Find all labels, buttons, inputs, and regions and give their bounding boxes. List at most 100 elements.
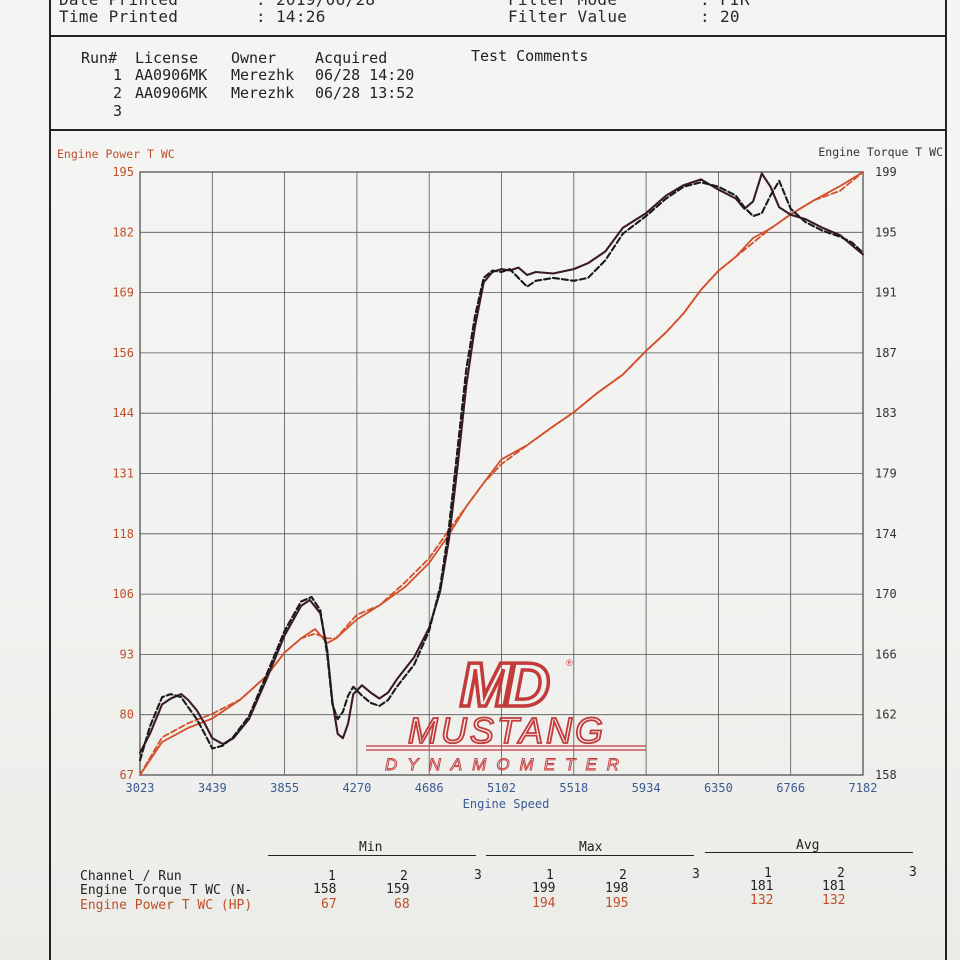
logo-word-dynamometer: DYNAMOMETER: [385, 755, 629, 774]
left-tick-label: 195: [112, 165, 134, 179]
x-tick-label: 5934: [632, 781, 661, 795]
left-axis-label: Engine Power T WC: [57, 147, 175, 161]
right-tick-label: 187: [875, 346, 897, 360]
run-1-acquired: 06/28 14:20: [315, 66, 415, 84]
col-test-comments: Test Comments: [471, 47, 589, 65]
power-run-2-line: [139, 171, 864, 776]
run-1-license: AA0906MK: [135, 66, 208, 84]
x-tick-label: 3023: [126, 781, 155, 795]
power-max-2: 195: [605, 896, 629, 911]
stats-max-run-2: 2: [619, 868, 627, 883]
left-tick-label: 144: [112, 406, 134, 420]
run-2-number: 2: [113, 84, 123, 102]
filter-value-colon: :: [700, 7, 710, 26]
chart-ticks: 3023 3439 3855 4270 4686 5102 5518 5934 6350 6766…: [112, 165, 896, 795]
right-tick-label: 199: [875, 165, 897, 179]
run-3-number: 3: [113, 102, 123, 120]
x-tick-label: 7182: [849, 781, 878, 795]
col-acquired: Acquired: [315, 49, 388, 67]
torque-run-2-line: [138, 179, 865, 762]
chart-series: [138, 171, 865, 776]
run-1-owner: Merezhk: [231, 66, 295, 84]
filter-mode-value: FIR: [720, 0, 750, 9]
right-tick-label: 162: [875, 708, 897, 722]
runs-frame: [49, 36, 947, 130]
stats-avg-run-1: 1: [764, 866, 772, 881]
col-run: Run#: [81, 49, 118, 67]
run-2-license: AA0906MK: [135, 84, 208, 102]
run-2-owner: Merezhk: [231, 84, 295, 102]
torque-max-2: 198: [605, 881, 629, 896]
col-license: License: [135, 49, 199, 67]
power-min-2: 68: [394, 897, 410, 912]
power-avg-2: 132: [822, 893, 846, 908]
right-tick-label: 191: [875, 286, 897, 300]
logo-word-mustang: MUSTANG: [408, 710, 606, 751]
mustang-dynamometer-logo: MD ® MUSTANG DYNAMOMETER: [366, 649, 646, 774]
stats-rule-max: [486, 855, 694, 856]
stats-rule-avg: [705, 852, 913, 853]
filter-mode-colon: :: [700, 0, 710, 9]
left-tick-label: 93: [120, 647, 134, 661]
right-tick-label: 174: [875, 527, 897, 541]
x-tick-label: 4270: [342, 781, 371, 795]
torque-row-label: Engine Torque T WC (N-: [80, 883, 253, 898]
x-axis-label: Engine Speed: [463, 797, 550, 811]
stats-max-run-1: 1: [546, 868, 554, 883]
x-tick-label: 4686: [415, 781, 444, 795]
x-tick-label: 5102: [487, 781, 516, 795]
torque-max-1: 199: [532, 881, 556, 896]
stats-max-run-3: 3: [692, 867, 700, 882]
date-printed-colon: :: [256, 0, 266, 9]
power-avg-1: 132: [750, 893, 774, 908]
left-tick-label: 80: [120, 708, 134, 722]
left-tick-label: 106: [112, 587, 134, 601]
stats-group-min: Min: [359, 840, 383, 855]
right-tick-label: 170: [875, 587, 897, 601]
right-tick-label: 158: [875, 768, 897, 782]
x-tick-label: 6766: [776, 781, 805, 795]
x-tick-label: 6350: [704, 781, 733, 795]
date-printed-value: 2019/06/28: [276, 0, 375, 9]
right-tick-label: 183: [875, 406, 897, 420]
stats-min-run-3: 3: [474, 868, 482, 883]
torque-min-1: 158: [313, 882, 337, 897]
left-tick-label: 182: [112, 225, 134, 239]
left-tick-label: 156: [112, 346, 134, 360]
left-tick-label: 131: [112, 467, 134, 481]
torque-min-2: 159: [386, 882, 410, 897]
right-tick-label: 195: [875, 225, 897, 239]
x-tick-label: 3439: [198, 781, 227, 795]
stats-rule-min: [268, 855, 476, 856]
x-tick-label: 5518: [559, 781, 588, 795]
left-tick-label: 118: [112, 527, 134, 541]
torque-run-1-line: [138, 172, 865, 754]
power-min-1: 67: [321, 897, 337, 912]
chart-frame: [49, 130, 947, 960]
divider-1: [49, 35, 947, 37]
stats-min-run-2: 2: [400, 869, 408, 884]
header-frame: [49, 0, 947, 35]
power-max-1: 194: [532, 896, 556, 911]
time-printed-colon: :: [256, 7, 266, 26]
left-tick-label: 67: [120, 768, 134, 782]
left-tick-label: 169: [112, 286, 134, 300]
logo-mark: MD: [460, 651, 550, 720]
filter-value-label: Filter Value: [508, 7, 628, 26]
right-tick-label: 166: [875, 647, 897, 661]
col-owner: Owner: [231, 49, 277, 67]
time-printed-value: 14:26: [276, 7, 326, 26]
stats-header-label: Channel / Run: [80, 869, 182, 884]
torque-avg-2: 181: [822, 879, 846, 894]
filter-value-value: 20: [720, 7, 740, 26]
stats-avg-run-2: 2: [837, 866, 845, 881]
date-printed-label: Date Printed: [59, 0, 178, 9]
filter-mode-label: Filter Mode: [508, 0, 617, 9]
run-1-number: 1: [113, 66, 123, 84]
run-2-acquired: 06/28 13:52: [315, 84, 415, 102]
stats-group-avg: Avg: [796, 838, 820, 853]
power-row-label: Engine Power T WC (HP): [80, 898, 253, 913]
